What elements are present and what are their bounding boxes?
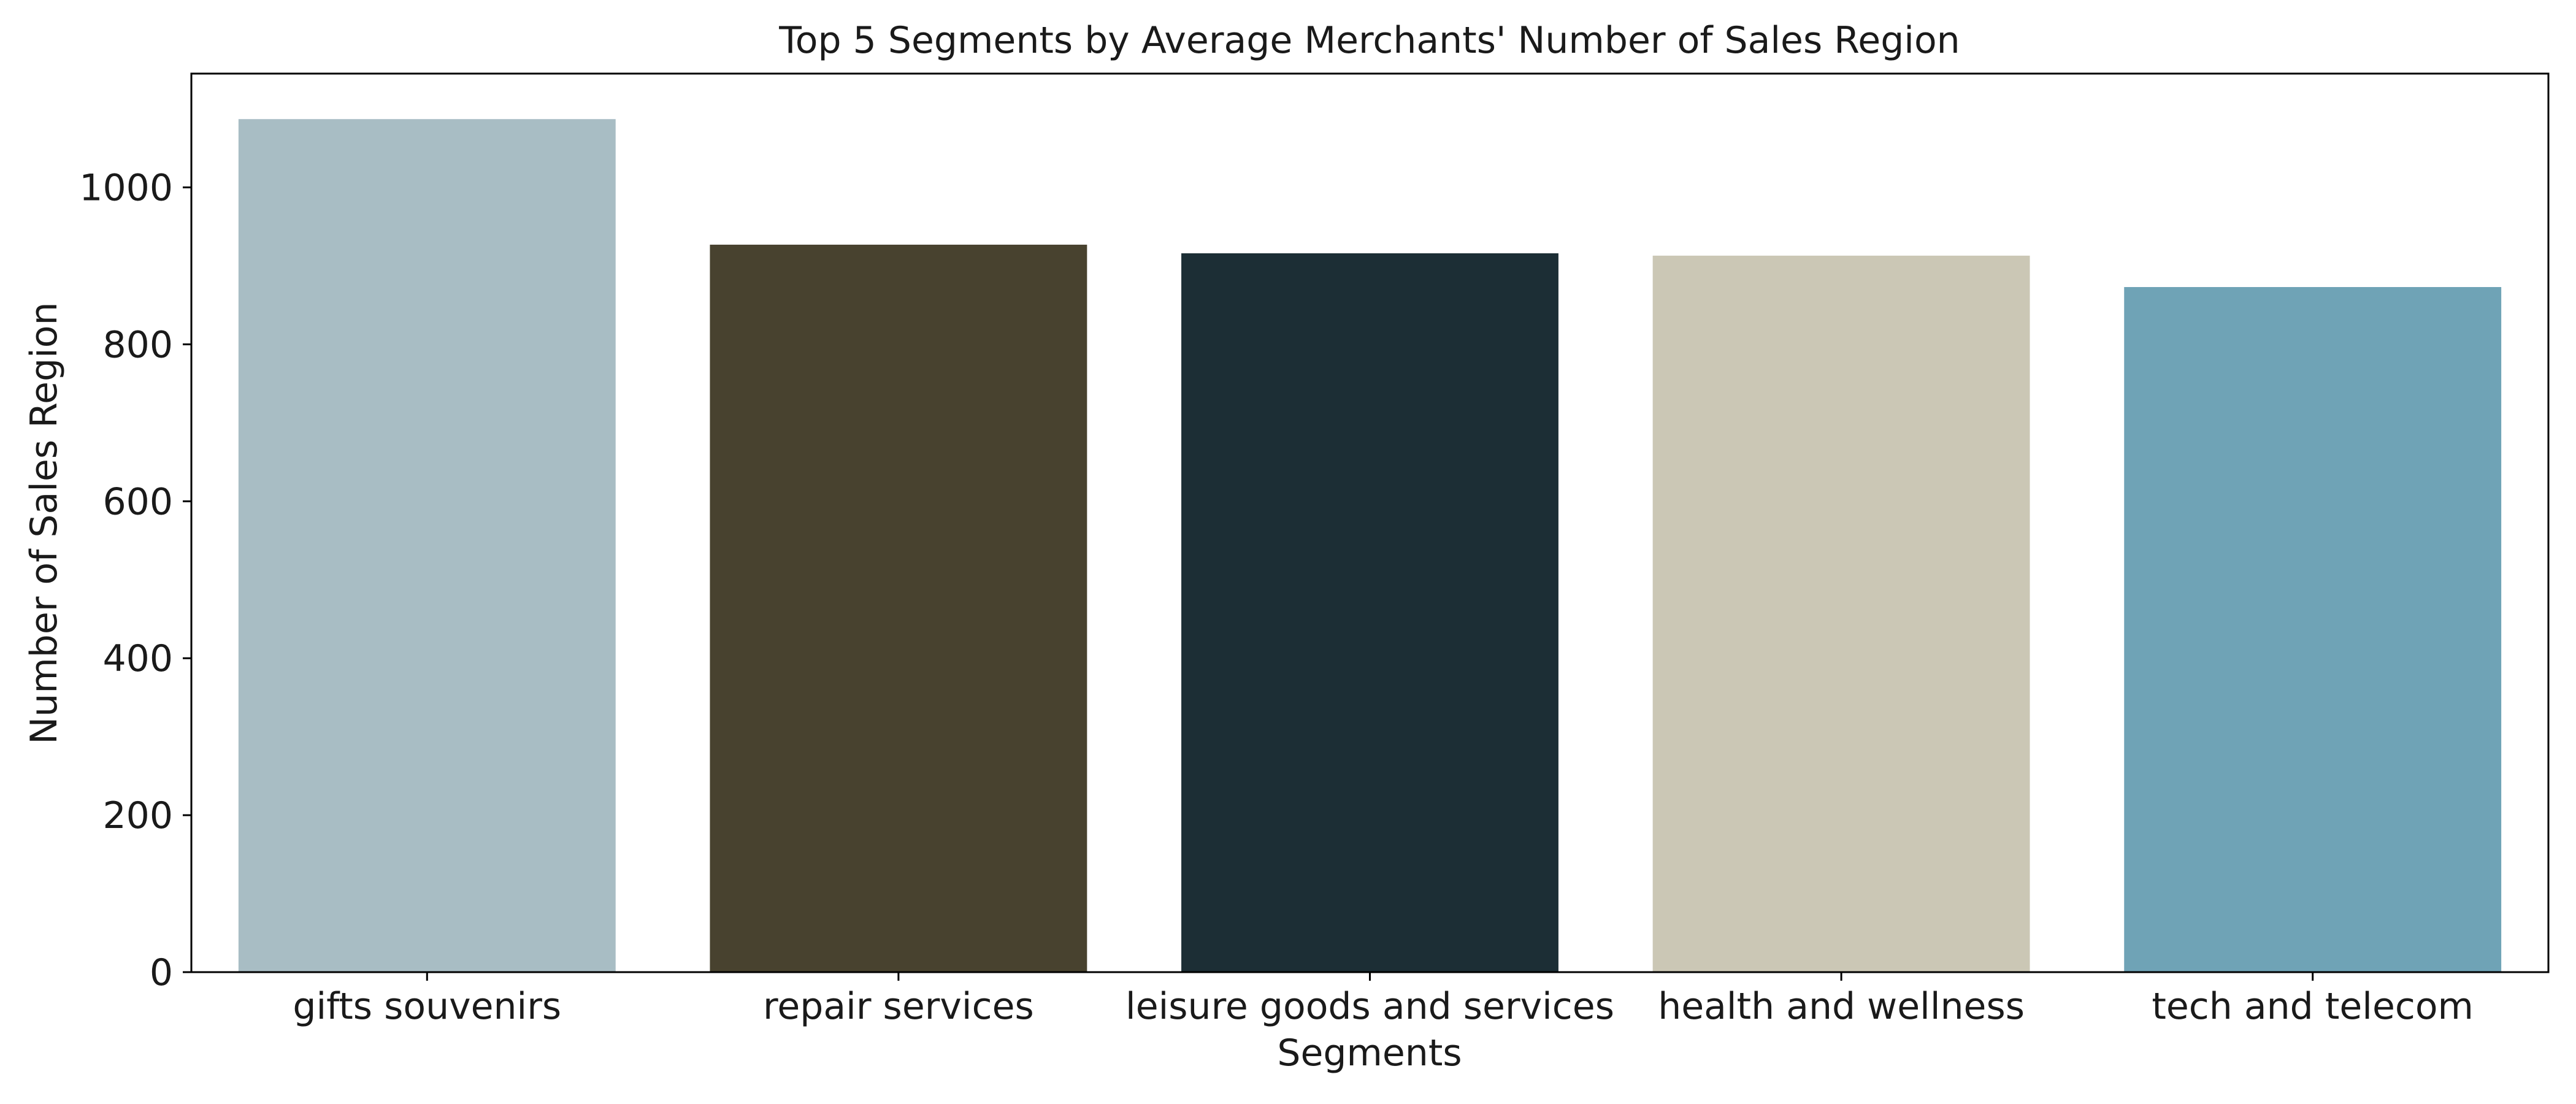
x-tick-label-2: leisure goods and services	[1125, 985, 1614, 1028]
y-tick-label-2: 400	[102, 637, 173, 680]
chart-title: Top 5 Segments by Average Merchants' Num…	[778, 19, 1960, 62]
y-axis-ticks: 0 200 400 600 800 1000	[79, 167, 191, 994]
y-axis-label: Number of Sales Region	[23, 302, 66, 744]
bar-4	[2124, 287, 2502, 972]
x-tick-label-4: tech and telecom	[2152, 985, 2474, 1028]
plot-frame	[190, 72, 2550, 973]
y-tick-label-3: 600	[102, 480, 173, 523]
bar-3	[1652, 255, 2030, 973]
bar-0	[238, 119, 616, 973]
bar-2	[1181, 253, 1558, 972]
y-tick-label-4: 800	[102, 323, 173, 366]
x-tick-label-1: repair services	[763, 985, 1034, 1028]
y-tick-label-1: 200	[102, 794, 173, 837]
x-tick-label-0: gifts souvenirs	[293, 985, 561, 1028]
bar-1	[710, 244, 1087, 972]
x-axis-label: Segments	[1277, 1032, 1462, 1075]
y-tick-label-5: 1000	[79, 167, 173, 210]
y-tick-label-0: 0	[150, 951, 173, 994]
x-axis-ticks: gifts souvenirs repair services leisure go…	[293, 972, 2474, 1028]
x-tick-label-3: health and wellness	[1658, 985, 2025, 1028]
bars-group	[238, 119, 2502, 973]
